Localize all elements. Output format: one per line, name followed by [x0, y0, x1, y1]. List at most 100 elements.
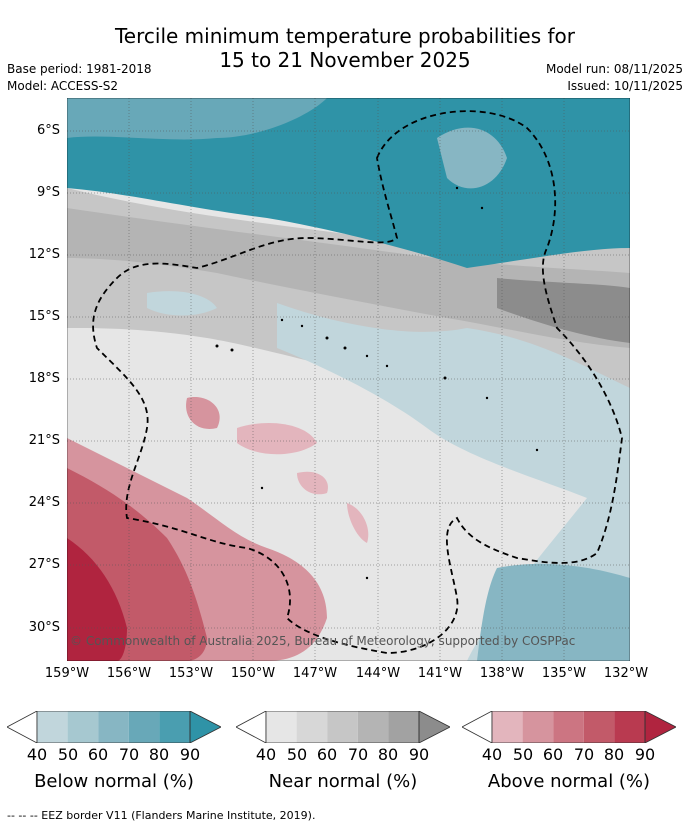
colorbar-tick: 70: [347, 745, 369, 764]
island: [230, 348, 234, 352]
lat-label: 18°S: [28, 371, 60, 386]
model-name: Model: ACCESS-S2: [7, 79, 119, 93]
above-normal-sw-peak: [67, 538, 127, 661]
colorbar-swatch: [388, 711, 419, 743]
colorbar-swatch: [522, 711, 554, 743]
colorbar-tick: 90: [179, 745, 201, 764]
colorbar-tick: 40: [26, 745, 48, 764]
colorbar-tick: 90: [634, 745, 656, 764]
lat-label: 27°S: [28, 557, 60, 572]
colorbar-swatch: [37, 711, 68, 743]
eez-border: [92, 110, 623, 654]
colorbar-max-arrow: [189, 711, 221, 743]
colorbar-tick: 80: [377, 745, 399, 764]
base-period: Base period: 1981-2018: [7, 62, 152, 76]
colorbar-swatch: [98, 711, 129, 743]
colorbar-tick: 70: [573, 745, 595, 764]
near-normal-peak: [497, 278, 630, 343]
above-normal-patch-3: [297, 471, 328, 495]
island: [485, 396, 489, 400]
colorbar-swatch: [553, 711, 584, 743]
near-normal-core: [67, 208, 630, 348]
lon-label: 132°W: [603, 666, 649, 681]
colorbar-min-arrow: [236, 711, 267, 743]
islands: [215, 186, 539, 580]
colorbar-swatch: [327, 711, 358, 743]
colorbar-tick: 50: [57, 745, 79, 764]
island: [260, 486, 264, 490]
lon-label: 159°W: [44, 666, 90, 681]
colorbar-tick: 90: [408, 745, 430, 764]
colorbar-min-arrow: [7, 711, 38, 743]
island: [215, 344, 219, 348]
island: [443, 376, 447, 380]
lon-label: 150°W: [230, 666, 276, 681]
colorbar-tick: 80: [603, 745, 625, 764]
lat-label: 21°S: [28, 433, 60, 448]
colorbar-swatch: [128, 711, 160, 743]
lon-label: 147°W: [292, 666, 338, 681]
colorbar-tick: 40: [481, 745, 503, 764]
colorbar-tick: 80: [148, 745, 170, 764]
above-normal-colorbar: [462, 711, 676, 743]
island: [535, 448, 539, 452]
island: [455, 186, 459, 190]
colorbar-tick: 60: [316, 745, 338, 764]
map-gridlines: [67, 98, 630, 661]
colorbar-frame: [491, 711, 646, 743]
lon-label: 141°W: [417, 666, 463, 681]
near-normal-title: Near normal (%): [268, 771, 418, 792]
below-normal-colorbar: [7, 711, 221, 743]
above-normal-title: Above normal (%): [487, 771, 651, 792]
lon-label: 153°W: [168, 666, 214, 681]
lon-label: 156°W: [106, 666, 152, 681]
colorbar-swatch: [296, 711, 328, 743]
colorbar-min-arrow: [462, 711, 493, 743]
island: [480, 206, 484, 210]
map-canvas: © Commonwealth of Australia 2025, Bureau…: [66, 97, 631, 662]
colorbar-swatch: [159, 711, 190, 743]
colorbar-tick: 60: [87, 745, 109, 764]
above-normal-patch-4: [347, 503, 369, 543]
colorbar-tick: 50: [512, 745, 534, 764]
below-normal-west-patch: [147, 291, 217, 316]
lat-label: 30°S: [28, 620, 60, 635]
below-normal-patch-nw: [67, 98, 327, 140]
island: [385, 364, 389, 368]
island: [300, 324, 304, 328]
eez-footnote: -- -- -- EEZ border V11 (Flanders Marine…: [7, 809, 316, 822]
colorbar-swatch: [266, 711, 297, 743]
lat-label: 9°S: [36, 185, 60, 200]
colorbar-max-arrow: [418, 711, 450, 743]
island: [365, 354, 369, 358]
colorbar-max-arrow: [644, 711, 676, 743]
issued-date: Issued: 10/11/2025: [567, 79, 683, 93]
lat-label: 12°S: [28, 247, 60, 262]
colorbar-frame: [36, 711, 191, 743]
map-title-line2: 15 to 21 November 2025: [219, 48, 471, 72]
near-normal-colorbar: [236, 711, 450, 743]
colorbar-swatch: [357, 711, 389, 743]
colorbar-tick: 40: [255, 745, 277, 764]
island: [325, 336, 329, 340]
colorbar-frame: [265, 711, 420, 743]
copyright-notice: © Commonwealth of Australia 2025, Bureau…: [70, 634, 575, 648]
above-normal-patch-2: [186, 397, 220, 429]
below-normal-patch-ne: [437, 127, 507, 189]
lat-label: 15°S: [28, 309, 60, 324]
colorbar-swatch: [67, 711, 99, 743]
colorbar-tick: 50: [286, 745, 308, 764]
probability-map: © Commonwealth of Australia 2025, Bureau…: [66, 97, 631, 662]
below-normal-title: Below normal (%): [34, 771, 194, 792]
colorbar-swatch: [614, 711, 645, 743]
lon-label: 144°W: [355, 666, 401, 681]
lat-label: 6°S: [36, 123, 60, 138]
above-normal-patch-1: [237, 423, 317, 455]
map-title-line1: Tercile minimum temperature probabilitie…: [114, 24, 576, 48]
lon-label: 138°W: [479, 666, 525, 681]
island: [280, 318, 284, 322]
colorbar-swatch: [492, 711, 523, 743]
colorbar-tick: 70: [118, 745, 140, 764]
below-normal-se: [477, 563, 630, 661]
colorbar-swatch: [583, 711, 615, 743]
